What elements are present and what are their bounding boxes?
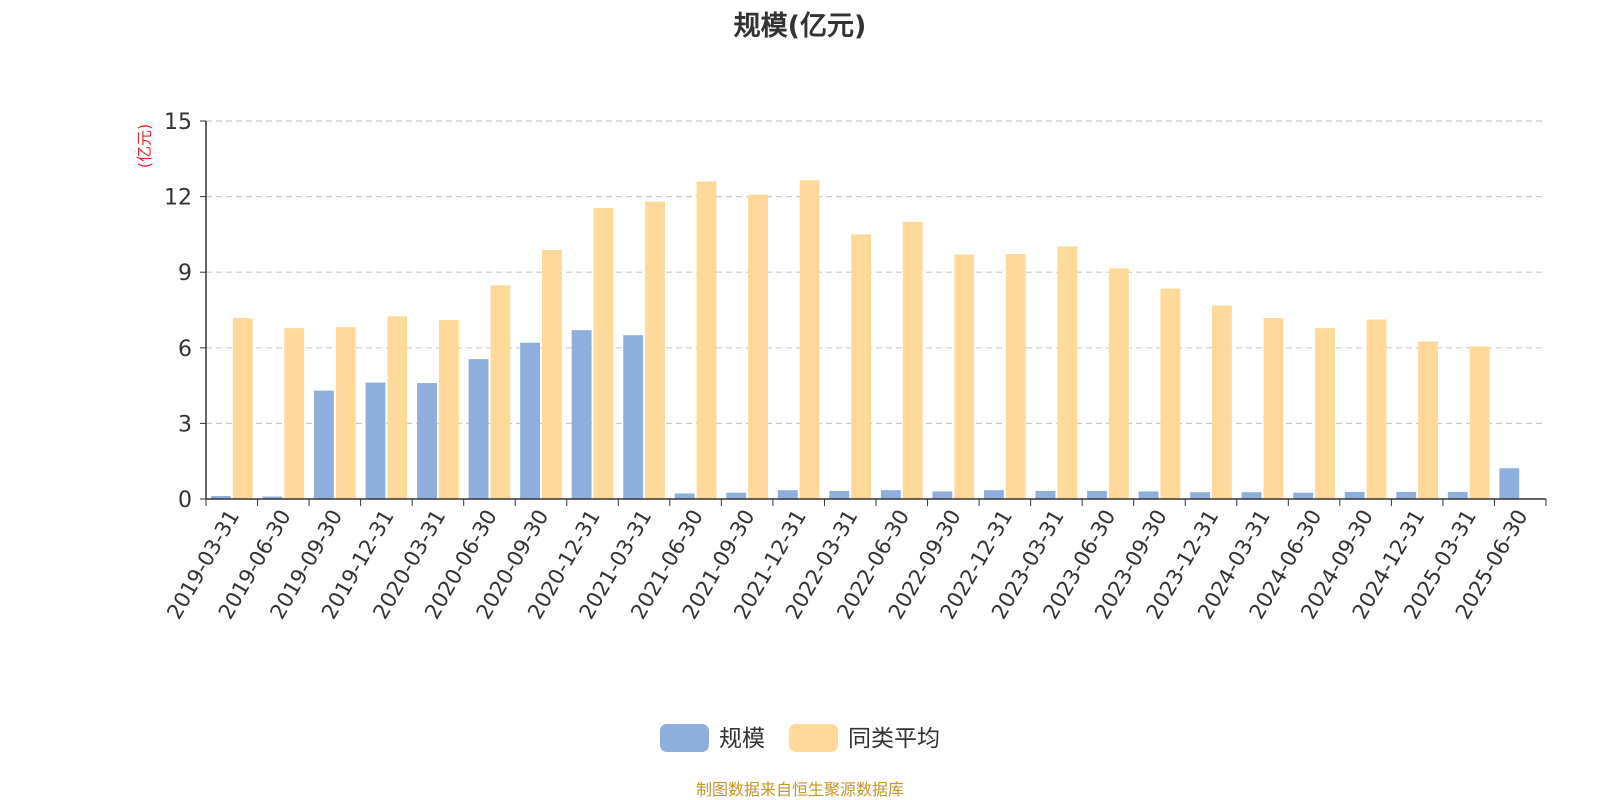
bar-peer-average	[1057, 246, 1078, 499]
bar-peer-average	[1366, 319, 1387, 499]
bar-scale	[726, 492, 747, 499]
legend-swatch	[789, 724, 838, 752]
legend-label: 同类平均	[848, 726, 940, 752]
bar-peer-average	[438, 320, 459, 499]
bar-scale	[1087, 490, 1107, 499]
bar-peer-average	[851, 234, 872, 499]
bar-peer-average	[1108, 268, 1129, 499]
bar-peer-average	[696, 181, 717, 500]
bar-peer-average	[799, 180, 820, 499]
bar-scale	[932, 491, 953, 499]
y-axis-label: (亿元)	[135, 124, 154, 169]
bar-scale	[1293, 492, 1314, 499]
source-note: 制图数据来自恒生聚源数据库	[695, 780, 904, 799]
bar-scale	[880, 490, 901, 499]
bar-scale	[1447, 491, 1468, 499]
bar-peer-average	[335, 327, 356, 499]
bar-scale	[1396, 491, 1417, 499]
bar-scale	[210, 495, 231, 499]
bar-scale	[468, 359, 489, 499]
y-tick-label: 15	[164, 110, 192, 135]
bar-peer-average	[1418, 341, 1438, 499]
bar-scale	[520, 342, 540, 499]
bar-peer-average	[387, 316, 408, 499]
bar-scale	[571, 330, 592, 499]
bar-scale	[674, 493, 695, 499]
bar-peer-average	[593, 207, 614, 499]
y-tick-label: 9	[178, 261, 192, 286]
bar-scale	[1035, 490, 1056, 499]
bar-scale	[1138, 491, 1159, 499]
bar-scale	[829, 490, 850, 499]
bar-scale	[984, 490, 1004, 499]
bar-scale	[1344, 491, 1365, 499]
bar-peer-average	[232, 318, 253, 499]
bar-peer-average	[645, 201, 665, 499]
bar-scale	[777, 490, 798, 499]
y-tick-label: 3	[178, 412, 192, 437]
bar-peer-average	[748, 194, 768, 500]
bar-peer-average	[490, 285, 511, 499]
bar-scale	[262, 496, 283, 499]
bar-peer-average	[1315, 328, 1335, 499]
bar-peer-average	[1469, 346, 1490, 499]
y-tick-label: 6	[178, 337, 192, 362]
bar-peer-average	[1005, 254, 1026, 499]
legend-label: 规模	[719, 726, 765, 752]
bar-scale	[1190, 492, 1210, 499]
bar-chart: 03691215(亿元)2019-03-312019-06-302019-09-…	[135, 110, 1547, 752]
legend-swatch	[660, 724, 709, 752]
bar-peer-average	[284, 328, 305, 499]
bar-peer-average	[954, 254, 975, 499]
bar-peer-average	[1263, 318, 1284, 499]
bar-peer-average	[542, 250, 562, 499]
bar-scale	[365, 382, 386, 499]
bar-scale	[1499, 468, 1520, 499]
bar-peer-average	[1212, 305, 1232, 499]
bar-scale	[314, 390, 334, 499]
bar-scale	[1241, 492, 1262, 499]
y-tick-label: 0	[178, 488, 192, 513]
bar-peer-average	[902, 221, 923, 500]
bar-peer-average	[1160, 288, 1181, 499]
bar-scale	[623, 335, 644, 499]
chart-title: 规模(亿元)	[733, 11, 867, 42]
y-tick-label: 12	[164, 186, 192, 211]
bar-scale	[417, 383, 437, 499]
